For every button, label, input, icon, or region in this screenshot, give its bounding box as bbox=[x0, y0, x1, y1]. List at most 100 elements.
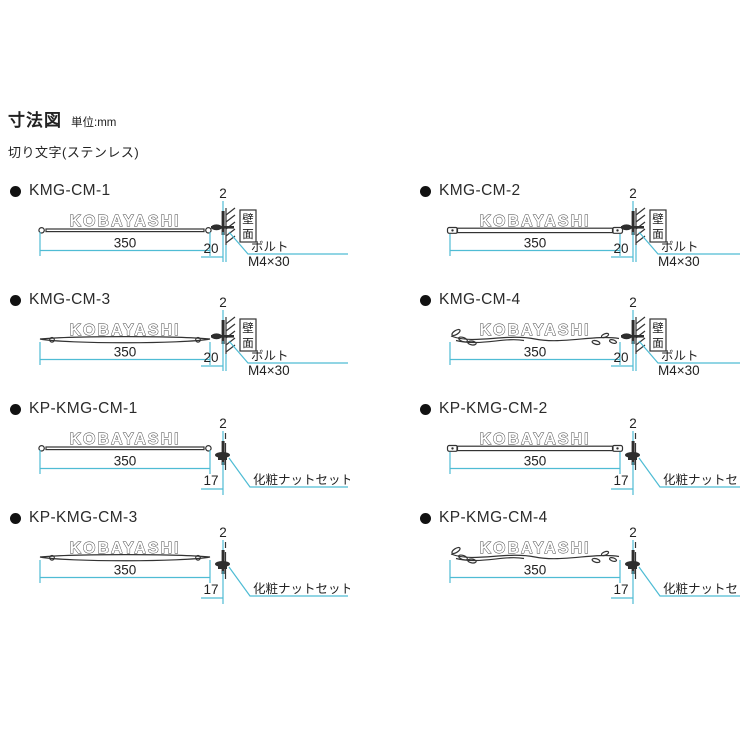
product-diagram-kp-kmg-cm-3: KP-KMG-CM-3 KOBAYASHI 350 2 17 化粧ナットセット bbox=[8, 507, 353, 615]
width-dimension-lines bbox=[39, 342, 211, 365]
leaf-ornament bbox=[600, 332, 610, 339]
end-hole bbox=[616, 229, 619, 232]
width-dimension: 350 bbox=[524, 454, 547, 469]
leader-line bbox=[638, 457, 740, 488]
depth-dimension-lines bbox=[611, 571, 634, 604]
bolt-size-label: M4×30 bbox=[658, 254, 700, 269]
document-header: 寸法図 単位:mm 切り文字(ステンレス) bbox=[8, 106, 139, 161]
width-dimension-lines bbox=[449, 560, 621, 583]
nut-section bbox=[621, 333, 632, 340]
wall-label: 面 bbox=[652, 229, 664, 241]
depth-dimension-lines bbox=[201, 571, 224, 604]
wall-label: 壁 bbox=[652, 212, 664, 226]
letters-text: KOBAYASHI bbox=[69, 431, 180, 448]
end-hole bbox=[49, 336, 55, 343]
wall-label-box bbox=[649, 209, 667, 243]
front-view-drawing: KOBAYASHI 350 bbox=[449, 540, 621, 583]
product-code: KP-KMG-CM-1 bbox=[29, 400, 138, 417]
depth-dimension-lines bbox=[201, 232, 227, 262]
width-dimension: 350 bbox=[524, 236, 547, 251]
wall-label: 面 bbox=[242, 229, 254, 241]
front-view-drawing: KOBAYASHI 350 bbox=[449, 322, 621, 365]
product-header: KMG-CM-1 bbox=[10, 182, 111, 200]
product-diagram-kmg-cm-3: KMG-CM-3 KOBAYASHI 350 2 壁 面 20 ボルト M4×3… bbox=[8, 289, 353, 397]
width-dimension: 350 bbox=[114, 563, 137, 578]
width-dimension-lines bbox=[39, 560, 211, 583]
leaf-ornament bbox=[451, 328, 461, 337]
width-dimension: 350 bbox=[114, 236, 137, 251]
bolt-section bbox=[621, 335, 644, 338]
product-header: KP-KMG-CM-3 bbox=[10, 509, 138, 527]
end-hole bbox=[38, 226, 45, 234]
product-code: KP-KMG-CM-3 bbox=[29, 509, 138, 526]
wall-label-box bbox=[239, 209, 257, 243]
leader-line bbox=[228, 340, 348, 364]
leader-line bbox=[638, 340, 740, 364]
vine-stem bbox=[450, 335, 620, 342]
plate-section bbox=[631, 320, 635, 344]
product-code: KMG-CM-2 bbox=[439, 182, 521, 199]
product-diagram-kmg-cm-4: KMG-CM-4 KOBAYASHI 350 2 壁 面 20 bbox=[418, 289, 740, 397]
end-hole bbox=[616, 447, 619, 450]
width-dimension: 350 bbox=[524, 563, 547, 578]
depth-dimension: 20 bbox=[203, 241, 218, 256]
nut-set-label: 化粧ナットセット bbox=[663, 473, 740, 487]
wall-label-box bbox=[239, 318, 257, 352]
product-diagram-kp-kmg-cm-1: KP-KMG-CM-1 KOBAYASHI 350 2 17 化粧ナットセット bbox=[8, 398, 353, 506]
product-code: KMG-CM-4 bbox=[439, 291, 521, 308]
width-dimension-lines bbox=[449, 234, 621, 256]
product-diagram-kmg-cm-2: KMG-CM-2 KOBAYASHI 350 2 壁 面 20 ボルト bbox=[418, 180, 740, 288]
plate-section bbox=[221, 320, 225, 344]
bolt-section bbox=[211, 226, 234, 229]
letters-text: KOBAYASHI bbox=[69, 213, 180, 230]
mount-bar bbox=[45, 228, 205, 233]
product-header: KP-KMG-CM-2 bbox=[420, 400, 548, 418]
nut-section bbox=[628, 456, 637, 460]
leaf-ornament bbox=[600, 550, 610, 557]
wall-label: 壁 bbox=[242, 321, 254, 335]
end-hole bbox=[205, 226, 212, 234]
wall-label: 壁 bbox=[652, 321, 664, 335]
end-hole bbox=[38, 444, 45, 452]
nut-section bbox=[211, 333, 222, 340]
side-view-drawing: 2 壁 面 20 ボルト M4×30 bbox=[611, 186, 740, 269]
side-view-drawing: 2 壁 面 20 ボルト M4×30 bbox=[201, 295, 348, 378]
bolt-section bbox=[211, 335, 234, 338]
product-header: KMG-CM-3 bbox=[10, 291, 111, 309]
depth-dimension: 17 bbox=[203, 582, 218, 597]
letters-text: KOBAYASHI bbox=[479, 431, 590, 448]
letters-text: KOBAYASHI bbox=[69, 540, 180, 557]
product-header: KMG-CM-4 bbox=[420, 291, 521, 309]
depth-dimension-lines bbox=[201, 462, 224, 495]
bolt-label: ボルト bbox=[661, 240, 699, 254]
front-view-drawing: KOBAYASHI 350 bbox=[39, 322, 211, 365]
depth-dimension: 17 bbox=[613, 582, 628, 597]
end-hole bbox=[451, 447, 454, 450]
leader-line bbox=[228, 566, 348, 597]
nut-section bbox=[621, 224, 632, 231]
end-clamp bbox=[611, 444, 624, 452]
depth-dimension-lines bbox=[201, 341, 227, 371]
leader-line bbox=[638, 566, 740, 597]
bullet-icon bbox=[420, 185, 431, 197]
bullet-icon bbox=[420, 294, 431, 306]
leaf-ornament bbox=[458, 554, 468, 561]
nut-section bbox=[218, 456, 227, 460]
leaf-ornament bbox=[608, 339, 618, 344]
side-view-drawing: 2 17 化粧ナットセット bbox=[201, 525, 350, 604]
product-diagram-kmg-cm-1: KMG-CM-1 KOBAYASHI 350 2 壁 面 20 ボルト M4×3… bbox=[8, 180, 353, 288]
product-code: KMG-CM-1 bbox=[29, 182, 111, 199]
nut-section bbox=[211, 224, 222, 231]
end-clamp bbox=[446, 226, 459, 234]
leaf-ornament bbox=[591, 339, 601, 346]
end-hole bbox=[205, 444, 212, 452]
thickness-dimension: 2 bbox=[629, 295, 637, 310]
end-clamp bbox=[446, 444, 459, 452]
product-code: KP-KMG-CM-2 bbox=[439, 400, 548, 417]
vine-stem bbox=[450, 553, 620, 560]
product-code: KMG-CM-3 bbox=[29, 291, 111, 308]
width-dimension-lines bbox=[39, 450, 211, 474]
leaf-ornament bbox=[467, 340, 477, 346]
letters-text: KOBAYASHI bbox=[69, 322, 180, 339]
